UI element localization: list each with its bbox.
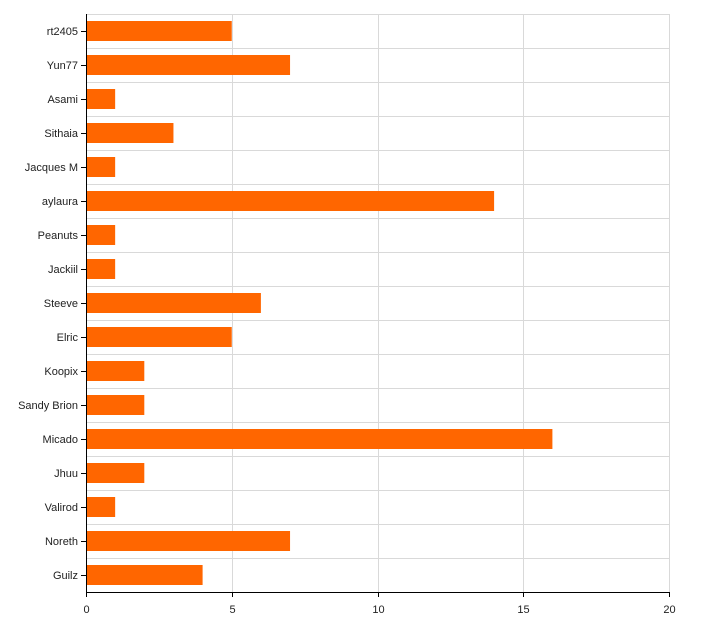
y-tick-label: Jhuu: [54, 468, 78, 480]
bar-koopix: [86, 361, 145, 381]
bar-jackiil: [86, 259, 116, 279]
y-tick-label: Valirod: [45, 502, 78, 514]
bar-valirod: [86, 497, 116, 517]
y-tick-label: Guilz: [53, 570, 78, 582]
x-tick-label: 5: [229, 604, 235, 616]
bar-jhuu: [86, 463, 145, 483]
bars: [86, 21, 553, 585]
x-tick-label: 15: [517, 604, 529, 616]
axes: [81, 14, 670, 597]
bar-noreth: [86, 531, 291, 551]
bar-steeve: [86, 293, 261, 313]
y-tick-label: Jackiil: [48, 264, 78, 276]
bar-yun77: [86, 55, 291, 75]
x-tick-label: 20: [663, 604, 675, 616]
y-tick-label: Steeve: [44, 298, 78, 310]
bar-elric: [86, 327, 232, 347]
y-tick-label: Jacques M: [25, 162, 78, 174]
bar-asami: [86, 89, 116, 109]
y-tick-label: Sandy Brion: [18, 400, 78, 412]
tick-labels: rt2405 Yun77 Asami Sithaia Jacques M aylaura P…: [18, 26, 676, 616]
bar-sithaia: [86, 123, 174, 143]
y-tick-label: Koopix: [44, 366, 78, 378]
y-tick-label: Sithaia: [44, 128, 79, 140]
y-tick-label: Asami: [47, 94, 78, 106]
bar-peanuts: [86, 225, 116, 245]
bar-guilz: [86, 565, 203, 585]
bar-micado: [86, 429, 553, 449]
y-tick-label: Elric: [57, 332, 79, 344]
y-tick-label: Noreth: [45, 536, 78, 548]
bar-sandy-brion: [86, 395, 145, 415]
y-tick-label: Peanuts: [38, 230, 79, 242]
y-tick-label: Yun77: [47, 60, 78, 72]
y-tick-label: Micado: [43, 434, 78, 446]
bar-rt2405: [86, 21, 232, 41]
y-tick-label: rt2405: [47, 26, 78, 38]
bar-aylaura: [86, 191, 495, 211]
x-tick-label: 10: [372, 604, 384, 616]
bar-jacques-m: [86, 157, 116, 177]
y-tick-label: aylaura: [42, 196, 79, 208]
x-tick-label: 0: [83, 604, 89, 616]
